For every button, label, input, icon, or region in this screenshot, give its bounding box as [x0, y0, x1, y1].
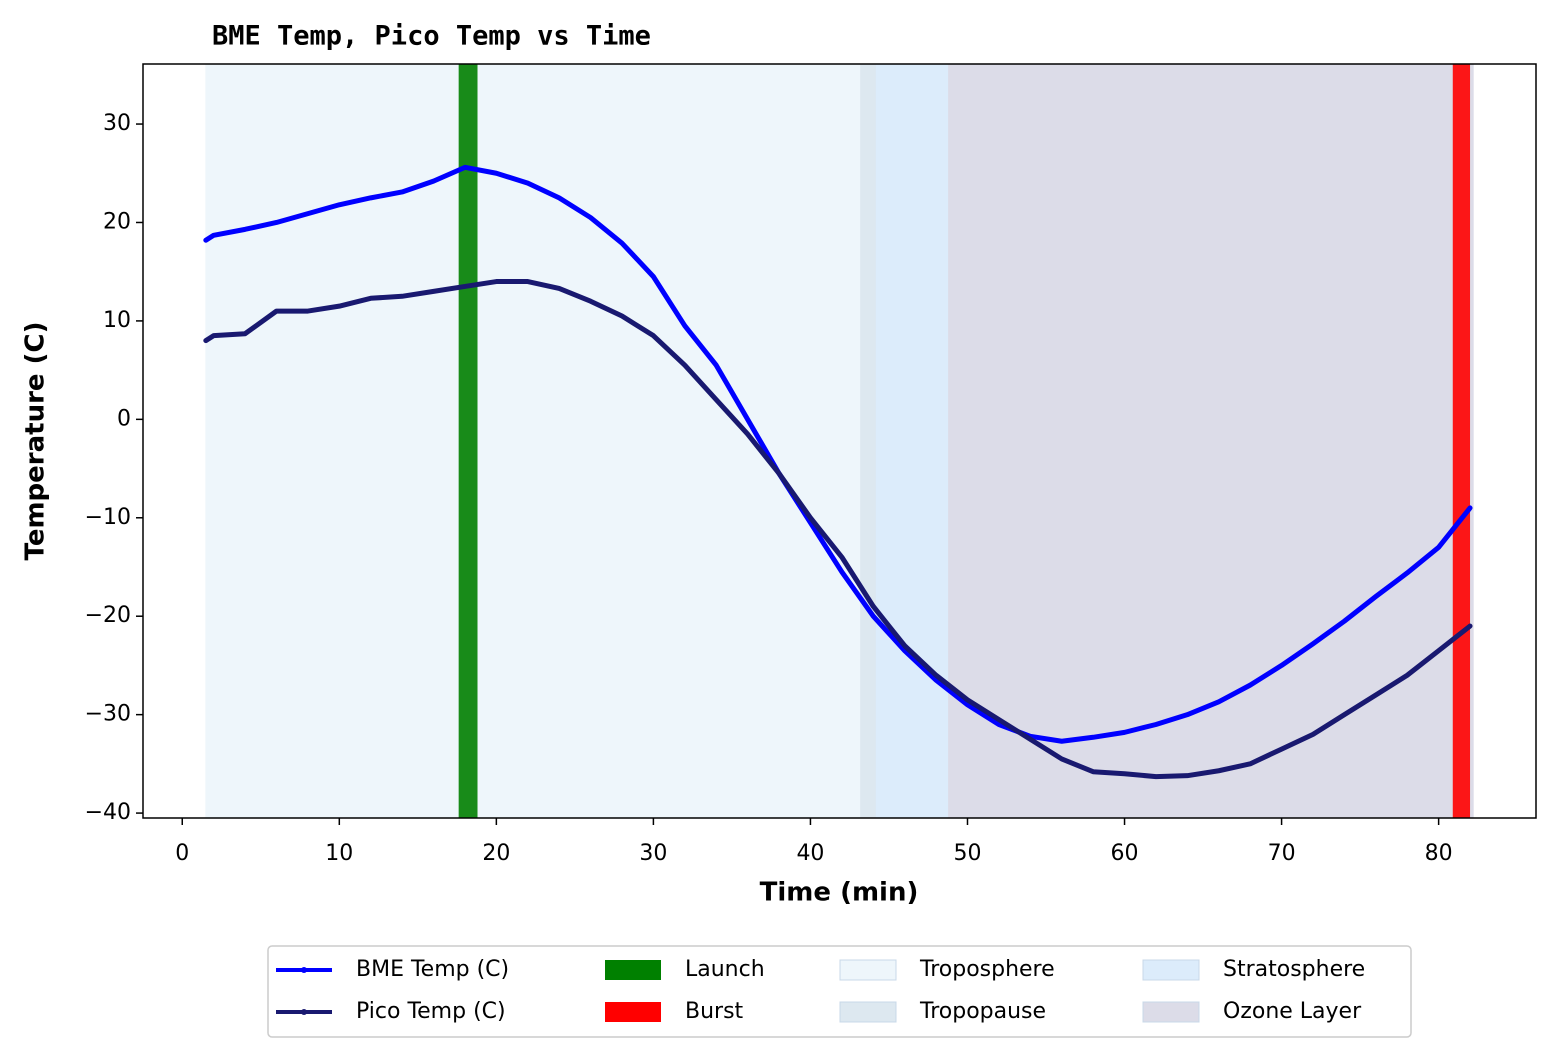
legend-marker: [301, 967, 307, 973]
chart-title: BME Temp, Pico Temp vs Time: [212, 21, 651, 52]
legend-label: Stratosphere: [1223, 957, 1365, 982]
legend-patch: [1142, 959, 1200, 981]
x-tick-label: 0: [175, 841, 189, 866]
legend-patch: [839, 959, 897, 981]
x-axis-label: Time (min): [760, 878, 919, 908]
x-tick-label: 10: [325, 841, 353, 866]
legend-marker: [301, 1009, 307, 1015]
x-tick-label: 40: [796, 841, 824, 866]
series-line: [203, 279, 1473, 780]
span: [875, 63, 950, 819]
x-tick-label: 70: [1268, 841, 1296, 866]
span: [860, 63, 877, 819]
legend-patch: [839, 1001, 897, 1023]
x-tick-label: 80: [1425, 841, 1453, 866]
legend-label: Tropopause: [919, 999, 1046, 1024]
legend-patch: [605, 1002, 661, 1022]
legend-patch: [1142, 1001, 1200, 1023]
series-line: [203, 164, 1473, 744]
y-tick-label: 10: [103, 308, 131, 333]
legend-box: [267, 945, 1412, 1038]
legend-patch: [605, 960, 661, 980]
y-tick-label: 30: [103, 111, 131, 136]
y-tick-label: −30: [85, 702, 131, 727]
x-tick-label: 50: [953, 841, 981, 866]
y-axis-label: Temperature (C): [21, 322, 51, 561]
legend-label: Burst: [685, 999, 744, 1024]
x-tick-label: 30: [639, 841, 667, 866]
legend-label: Pico Temp (C): [356, 999, 506, 1024]
plot-frame: [142, 63, 1537, 819]
legend-label: BME Temp (C): [356, 957, 509, 982]
legend-label: Troposphere: [919, 957, 1055, 982]
y-tick-label: −40: [85, 800, 131, 825]
span: [458, 64, 478, 818]
y-tick-label: 0: [117, 406, 131, 431]
y-tick-label: 20: [103, 209, 131, 234]
legend-label: Launch: [685, 957, 765, 982]
x-tick-label: 20: [482, 841, 510, 866]
x-tick-label: 60: [1111, 841, 1139, 866]
legend-label: Ozone Layer: [1223, 999, 1362, 1024]
y-tick-label: −10: [85, 505, 131, 530]
y-tick-label: −20: [85, 603, 131, 628]
span: [1452, 64, 1471, 818]
